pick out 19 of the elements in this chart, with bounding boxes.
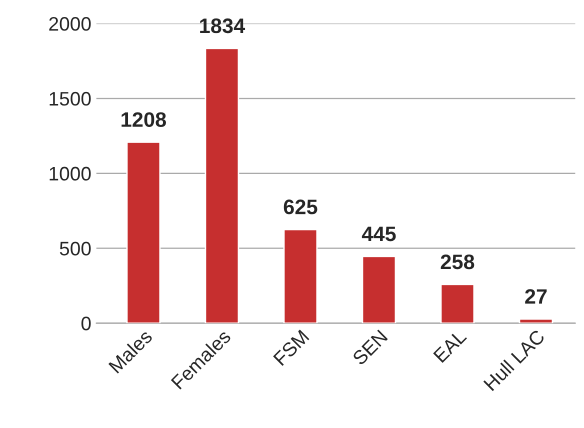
data-label: 625 (284, 200, 318, 214)
bar (518, 318, 554, 324)
bar (362, 256, 396, 324)
y-tick-label: 2000 (49, 17, 91, 31)
y-tick-label: 0 (81, 316, 91, 330)
x-tick-label: Hull LAC (482, 328, 546, 392)
y-tick-label: 1500 (50, 92, 91, 106)
data-label: 1834 (200, 18, 246, 34)
y-tick-label: 500 (60, 242, 91, 256)
bar (204, 48, 240, 324)
x-tick-label: EAL (433, 328, 467, 363)
data-label: 1208 (122, 112, 166, 127)
data-label: 258 (440, 254, 474, 270)
bar (440, 284, 475, 324)
bar (283, 228, 318, 324)
data-label: 445 (362, 226, 396, 242)
y-tick-label: 1000 (50, 166, 91, 181)
data-label: 27 (525, 289, 547, 304)
bar (126, 141, 161, 324)
